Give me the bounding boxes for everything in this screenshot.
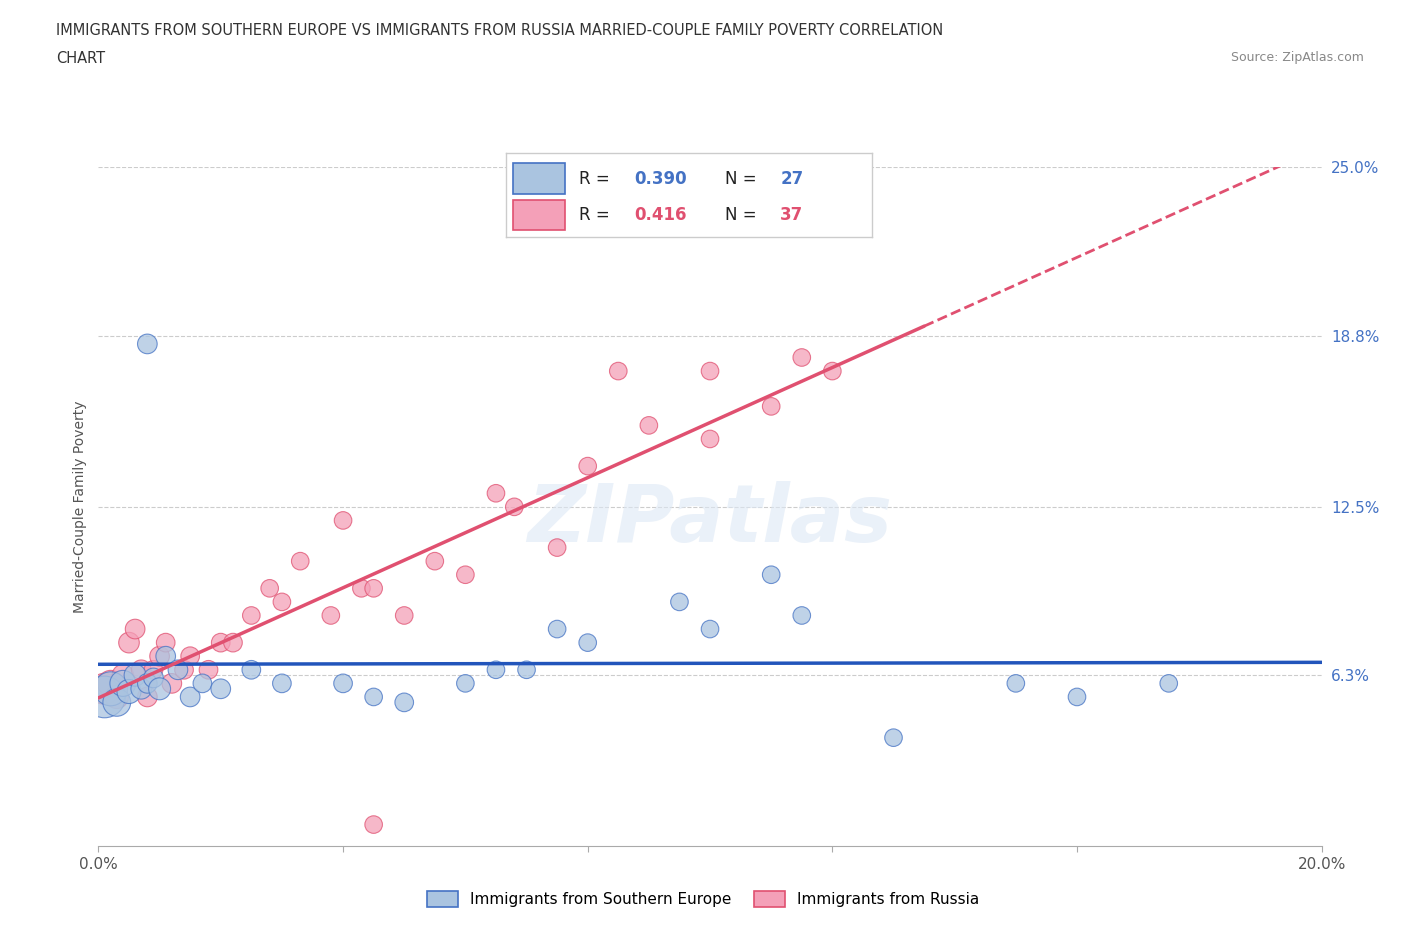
Point	[485, 485, 508, 500]
Point	[668, 594, 690, 609]
Point	[454, 676, 477, 691]
Text: 0.390: 0.390	[634, 169, 686, 188]
Point	[790, 608, 813, 623]
Point	[576, 635, 599, 650]
Point	[197, 662, 219, 677]
Point	[209, 635, 232, 650]
Point	[105, 695, 128, 710]
Point	[790, 350, 813, 365]
Bar	[513, 164, 565, 193]
Point	[270, 594, 292, 609]
Text: 37: 37	[780, 206, 804, 224]
Point	[105, 689, 128, 704]
Point	[155, 635, 177, 650]
Point	[240, 608, 263, 623]
Point	[503, 499, 526, 514]
Point	[699, 432, 721, 446]
Point	[392, 608, 416, 623]
Point	[607, 364, 630, 379]
Point	[423, 553, 446, 568]
Point	[173, 662, 195, 677]
Point	[149, 649, 172, 664]
Point	[546, 621, 568, 636]
Point	[93, 682, 115, 697]
Point	[392, 695, 416, 710]
Point	[270, 676, 292, 691]
Point	[699, 364, 721, 379]
Point	[124, 621, 146, 636]
Text: CHART: CHART	[56, 51, 105, 66]
Point	[160, 676, 183, 691]
Point	[240, 662, 263, 677]
Point	[759, 399, 782, 414]
Point	[516, 662, 538, 677]
Point	[179, 689, 201, 704]
Text: IMMIGRANTS FROM SOUTHERN EUROPE VS IMMIGRANTS FROM RUSSIA MARRIED-COUPLE FAMILY : IMMIGRANTS FROM SOUTHERN EUROPE VS IMMIG…	[56, 23, 943, 38]
Point	[142, 662, 165, 677]
Point	[1157, 676, 1180, 691]
Point	[100, 682, 122, 697]
Point	[149, 682, 172, 697]
Point	[111, 668, 134, 683]
Point	[363, 689, 385, 704]
Point	[1066, 689, 1088, 704]
Point	[759, 567, 782, 582]
Point	[319, 608, 342, 623]
Point	[118, 635, 141, 650]
Point	[332, 676, 354, 691]
Point	[290, 553, 312, 568]
Point	[155, 649, 177, 664]
Point	[363, 581, 385, 596]
Point	[136, 689, 159, 704]
Point	[136, 337, 159, 352]
Text: N =: N =	[725, 206, 762, 224]
Point	[485, 662, 508, 677]
Text: N =: N =	[725, 169, 762, 188]
Point	[332, 513, 354, 528]
Y-axis label: Married-Couple Family Poverty: Married-Couple Family Poverty	[73, 401, 87, 613]
Point	[576, 458, 599, 473]
Bar	[513, 200, 565, 231]
Point	[222, 635, 245, 650]
Point	[167, 662, 190, 677]
Point	[93, 689, 115, 704]
Point	[118, 684, 141, 699]
Point	[637, 418, 661, 432]
Point	[142, 671, 165, 685]
Point	[883, 730, 905, 745]
Point	[129, 682, 152, 697]
Text: ZIPatlas: ZIPatlas	[527, 482, 893, 560]
Point	[363, 817, 385, 832]
Text: Source: ZipAtlas.com: Source: ZipAtlas.com	[1230, 51, 1364, 64]
Point	[124, 668, 146, 683]
Point	[1004, 676, 1026, 691]
Point	[821, 364, 844, 379]
Point	[350, 581, 373, 596]
Text: 27: 27	[780, 169, 804, 188]
Point	[136, 676, 159, 691]
Point	[546, 540, 568, 555]
Text: R =: R =	[579, 206, 616, 224]
Point	[191, 676, 214, 691]
Point	[100, 676, 122, 691]
Point	[129, 662, 152, 677]
Point	[259, 581, 281, 596]
Point	[209, 682, 232, 697]
Point	[699, 621, 721, 636]
Point	[179, 649, 201, 664]
Text: R =: R =	[579, 169, 616, 188]
Point	[454, 567, 477, 582]
Legend: Immigrants from Southern Europe, Immigrants from Russia: Immigrants from Southern Europe, Immigra…	[420, 884, 986, 913]
Text: 0.416: 0.416	[634, 206, 686, 224]
Point	[111, 676, 134, 691]
